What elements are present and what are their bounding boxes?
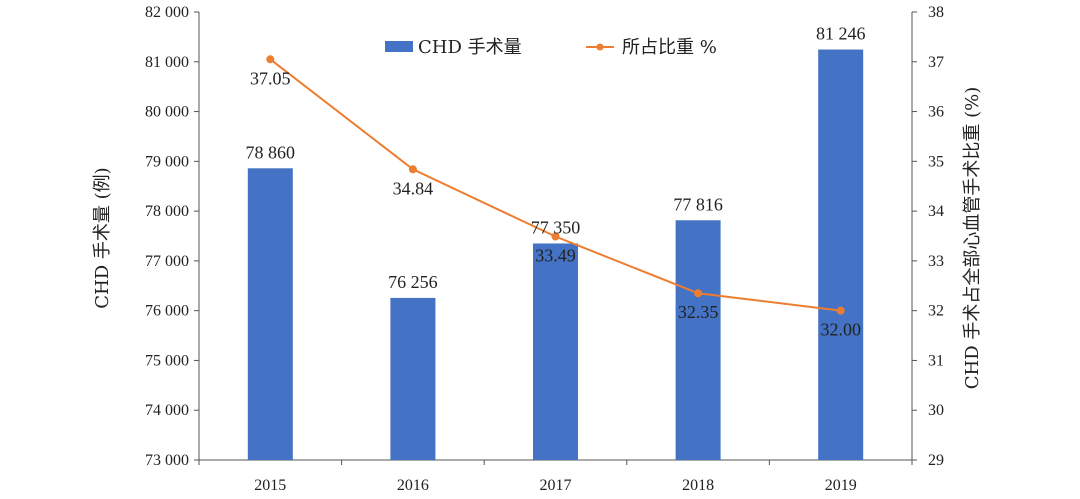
y-left-axis-title: CHD 手术量 (例) — [92, 167, 113, 308]
y-right-tick-label: 35 — [928, 153, 944, 170]
bar — [390, 297, 436, 460]
line-value-label: 34.84 — [393, 178, 434, 198]
bar-value-label: 81 246 — [816, 24, 866, 44]
y-left-tick-label: 77 000 — [145, 253, 189, 270]
y-left-tick-label: 75 000 — [145, 352, 189, 369]
y-right-tick-label: 34 — [928, 203, 944, 220]
bar — [818, 49, 864, 461]
line-point — [408, 165, 417, 174]
bars-group — [247, 49, 864, 461]
bar-value-label: 77 350 — [531, 217, 581, 237]
x-tick-label: 2019 — [825, 477, 857, 494]
legend-line-marker — [596, 43, 604, 51]
bar — [247, 168, 293, 460]
y-right-tick-label: 33 — [928, 253, 944, 270]
x-tick-label: 2015 — [254, 477, 286, 494]
x-tick-label: 2016 — [397, 477, 429, 494]
y-left-tick-label: 79 000 — [145, 153, 189, 170]
line-point — [836, 306, 845, 315]
x-tick-label: 2017 — [540, 477, 572, 494]
bar — [675, 220, 721, 460]
y-left-tick-label: 81 000 — [145, 54, 189, 71]
legend: CHD 手术量 所占比重 % — [385, 37, 717, 58]
y-right-tick-label: 31 — [928, 352, 944, 369]
y-right-tick-label: 32 — [928, 303, 944, 320]
line-point — [551, 232, 560, 241]
legend-bar-label: CHD 手术量 — [418, 37, 522, 58]
y-right-tick-label: 29 — [928, 452, 944, 469]
y-left-tick-label: 74 000 — [145, 402, 189, 419]
bar — [533, 243, 578, 460]
y-right-tick-label: 36 — [928, 104, 944, 121]
y-right-tick-label: 37 — [928, 54, 944, 71]
bar-value-label: 76 256 — [388, 272, 438, 292]
y-right-tick-label: 38 — [928, 4, 944, 21]
data-labels-group: 78 860 76 256 77 350 77 816 81 246 37.05 34.84… — [246, 24, 866, 340]
line-point — [266, 55, 275, 64]
line-value-label: 32.35 — [678, 302, 719, 322]
bar-value-label: 78 860 — [246, 142, 296, 162]
line-value-label: 33.49 — [535, 245, 576, 265]
line-point — [694, 289, 703, 298]
legend-bar-swatch — [385, 41, 413, 52]
bar-value-label: 77 816 — [673, 194, 723, 214]
y-left-tick-label: 76 000 — [145, 303, 189, 320]
y-left-tick-label: 80 000 — [145, 104, 189, 121]
line-value-label: 37.05 — [250, 68, 291, 88]
y-right-tick-label: 30 — [928, 402, 944, 419]
y-left-tick-label: 82 000 — [145, 4, 189, 21]
y-right-axis-title: CHD 手术占全部心血管手术比重 (%) — [962, 87, 983, 390]
line-value-label: 32.00 — [820, 320, 861, 340]
line-group — [266, 55, 845, 315]
x-tick-label: 2018 — [682, 477, 714, 494]
y-left-tick-label: 73 000 — [145, 452, 189, 469]
y-left-tick-label: 78 000 — [145, 203, 189, 220]
axes-group: 73 000 74 000 75 000 76 000 77 000 78 000 79 0… — [145, 4, 944, 494]
legend-line-label: 所占比重 % — [622, 37, 717, 58]
